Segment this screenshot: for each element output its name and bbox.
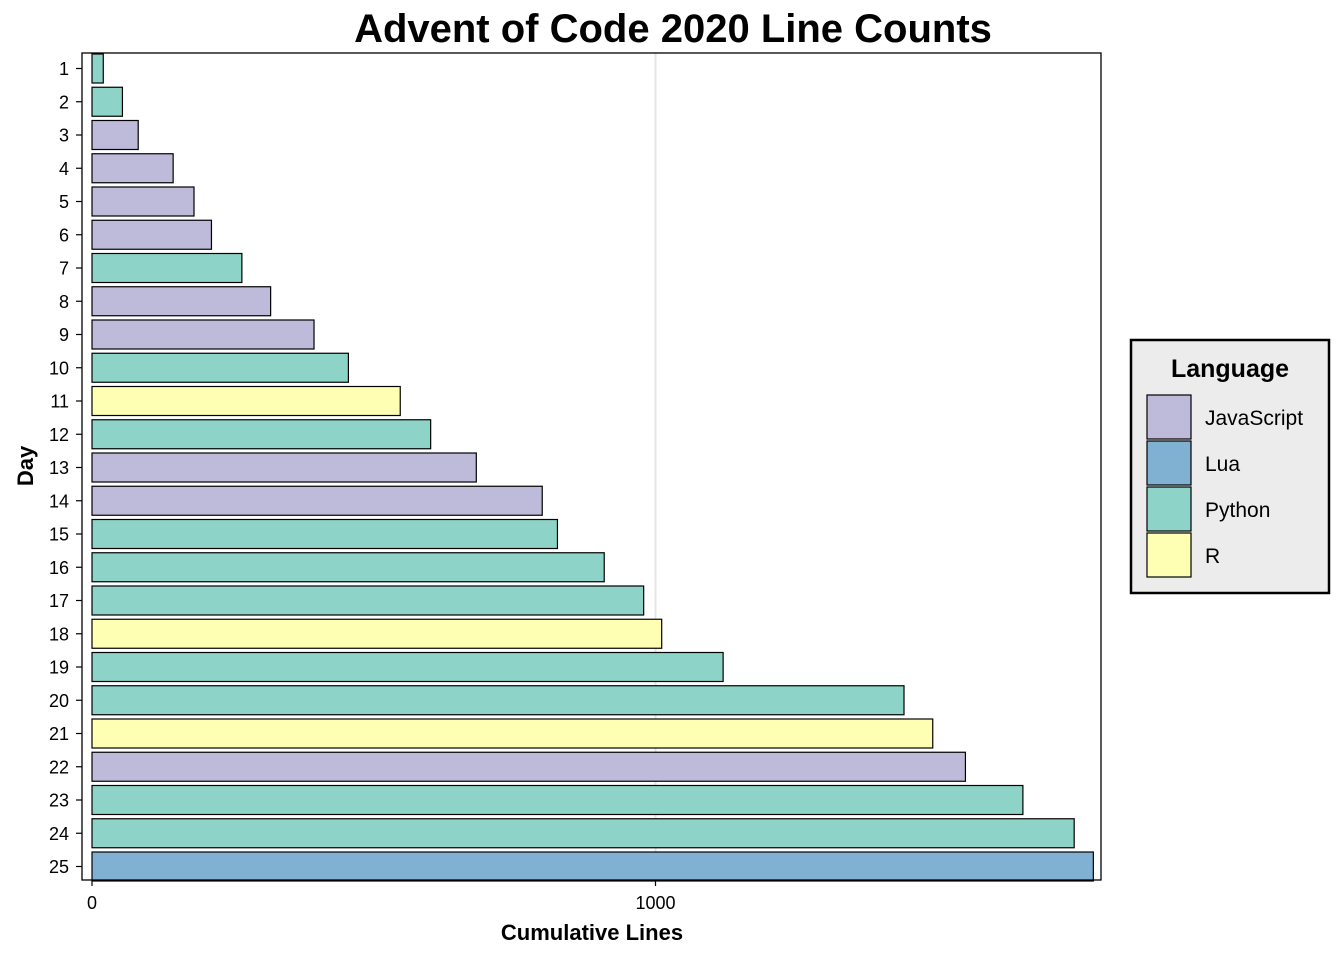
bar-day-6 bbox=[91, 219, 213, 250]
y-axis-title: Day bbox=[13, 445, 38, 486]
y-tick-label: 13 bbox=[49, 458, 69, 478]
chart-title: Advent of Code 2020 Line Counts bbox=[354, 7, 992, 51]
y-tick-label: 19 bbox=[49, 658, 69, 678]
bar-day-11 bbox=[91, 385, 401, 417]
y-tick-label: 15 bbox=[49, 525, 69, 545]
bar-day-12 bbox=[91, 419, 432, 450]
y-tick-label: 16 bbox=[49, 558, 69, 578]
y-tick-label: 8 bbox=[59, 292, 69, 312]
y-tick-label: 10 bbox=[49, 358, 69, 378]
bar-day-21 bbox=[91, 718, 934, 749]
legend-swatch-lua bbox=[1146, 440, 1192, 486]
y-tick-label: 18 bbox=[49, 624, 69, 644]
legend-swatch-javascript bbox=[1146, 394, 1192, 440]
y-tick-label: 9 bbox=[59, 325, 69, 345]
y-tick-label: 21 bbox=[49, 724, 69, 744]
bar-day-22 bbox=[91, 751, 967, 782]
bar-day-3 bbox=[91, 119, 139, 151]
bar-day-18 bbox=[91, 618, 663, 649]
y-tick-label: 23 bbox=[49, 791, 69, 811]
bar-day-9 bbox=[91, 319, 315, 350]
bars bbox=[91, 53, 1094, 882]
bar-day-5 bbox=[91, 186, 195, 217]
bar-day-24 bbox=[91, 818, 1075, 849]
legend-title: Language bbox=[1171, 355, 1289, 383]
plot-border bbox=[81, 52, 1102, 881]
y-tick-label: 5 bbox=[59, 192, 69, 212]
x-axis: 0 1000 bbox=[87, 880, 676, 913]
legend-label-javascript: JavaScript bbox=[1205, 407, 1303, 430]
legend-swatch-r bbox=[1146, 532, 1192, 578]
bar-day-10 bbox=[91, 352, 349, 383]
y-tick-label: 11 bbox=[50, 392, 69, 412]
bar-day-7 bbox=[91, 252, 243, 284]
y-tick-label: 3 bbox=[59, 126, 69, 146]
bar-day-8 bbox=[91, 286, 272, 317]
y-tick-label: 14 bbox=[49, 491, 69, 511]
legend-label-r: R bbox=[1205, 545, 1220, 568]
bar-day-16 bbox=[91, 552, 605, 583]
bar-day-19 bbox=[91, 651, 724, 683]
bar-day-1 bbox=[91, 53, 104, 84]
y-tick-label: 7 bbox=[59, 259, 69, 279]
y-tick-label: 4 bbox=[59, 159, 69, 179]
legend-label-python: Python bbox=[1205, 499, 1270, 522]
legend-label-lua: Lua bbox=[1205, 453, 1240, 476]
x-tick-label: 0 bbox=[87, 893, 97, 913]
x-axis-title: Cumulative Lines bbox=[501, 920, 683, 945]
y-tick-label: 6 bbox=[59, 225, 69, 245]
bar-day-17 bbox=[91, 585, 645, 616]
y-tick-label: 25 bbox=[49, 857, 69, 877]
bar-day-23 bbox=[91, 784, 1024, 816]
bar-day-20 bbox=[91, 685, 905, 716]
bar-day-4 bbox=[91, 153, 174, 184]
legend-entries: JavaScript Lua Python R bbox=[1146, 394, 1303, 578]
y-tick-label: 17 bbox=[49, 591, 69, 611]
y-axis: 1234567891011121314151617181920212223242… bbox=[49, 59, 82, 877]
legend: Language JavaScript Lua Python R bbox=[1129, 338, 1331, 595]
bar-day-25 bbox=[91, 851, 1094, 882]
bar-day-13 bbox=[91, 452, 477, 483]
y-tick-label: 12 bbox=[49, 425, 69, 445]
bar-day-15 bbox=[91, 518, 559, 550]
y-tick-label: 1 bbox=[59, 59, 69, 79]
y-tick-label: 2 bbox=[59, 92, 69, 112]
y-tick-label: 22 bbox=[49, 757, 69, 777]
bar-day-14 bbox=[91, 485, 543, 516]
x-tick-label: 1000 bbox=[635, 893, 675, 913]
plot-area bbox=[81, 52, 1102, 882]
y-tick-label: 20 bbox=[49, 691, 69, 711]
legend-swatch-python bbox=[1146, 486, 1192, 532]
bar-day-2 bbox=[91, 86, 124, 117]
y-tick-label: 24 bbox=[49, 824, 69, 844]
